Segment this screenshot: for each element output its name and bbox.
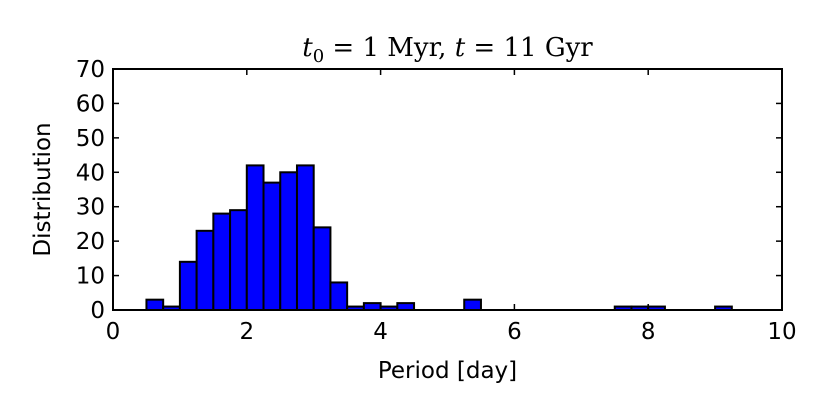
histogram-bar	[362, 302, 382, 312]
x-tick-label: 6	[507, 319, 522, 345]
x-tick-label: 10	[767, 319, 796, 345]
histogram-bar	[295, 164, 315, 311]
histogram-bar	[312, 226, 332, 311]
histogram-bar	[396, 302, 416, 312]
histogram-bar	[195, 229, 215, 311]
y-tick-label: 0	[90, 298, 105, 324]
title-t0-subscript: 0	[313, 46, 324, 67]
histogram-bar	[262, 181, 282, 311]
chart-title: t0 = 1 Myr, t = 11 Gyr	[302, 33, 593, 67]
histogram-bar	[245, 164, 265, 311]
histogram-bar	[229, 209, 248, 312]
y-axis-label: Distribution	[30, 122, 56, 256]
title-t-symbol: t	[455, 33, 466, 63]
plot-frame	[112, 68, 783, 311]
title-t0-symbol: t	[302, 33, 313, 63]
x-tick-label: 0	[106, 319, 121, 345]
histogram-bar	[178, 260, 198, 311]
histogram-bar	[145, 298, 165, 311]
y-tick-label: 60	[76, 91, 105, 117]
y-tick-label: 20	[76, 229, 105, 255]
histogram-bar	[279, 171, 298, 311]
x-axis-label: Period [day]	[378, 358, 517, 384]
x-tick-label: 2	[239, 319, 254, 345]
x-tick-label: 8	[641, 319, 656, 345]
x-tick-label: 4	[373, 319, 388, 345]
y-tick-label: 50	[76, 126, 105, 152]
y-tick-label: 70	[76, 57, 105, 83]
histogram-bar	[329, 281, 349, 312]
title-t0-value: = 1 Myr,	[324, 33, 455, 63]
histogram-bar	[463, 298, 482, 311]
title-t-value: = 11 Gyr	[465, 33, 593, 63]
histogram-bar	[212, 212, 232, 312]
y-tick-label: 10	[76, 264, 105, 290]
y-tick-label: 30	[76, 195, 105, 221]
y-tick-label: 40	[76, 160, 105, 186]
bars-layer	[145, 164, 733, 312]
ticks-layer: 0 2 4 6 8 10 0 10 20 30 40 50 60 70	[76, 57, 797, 345]
